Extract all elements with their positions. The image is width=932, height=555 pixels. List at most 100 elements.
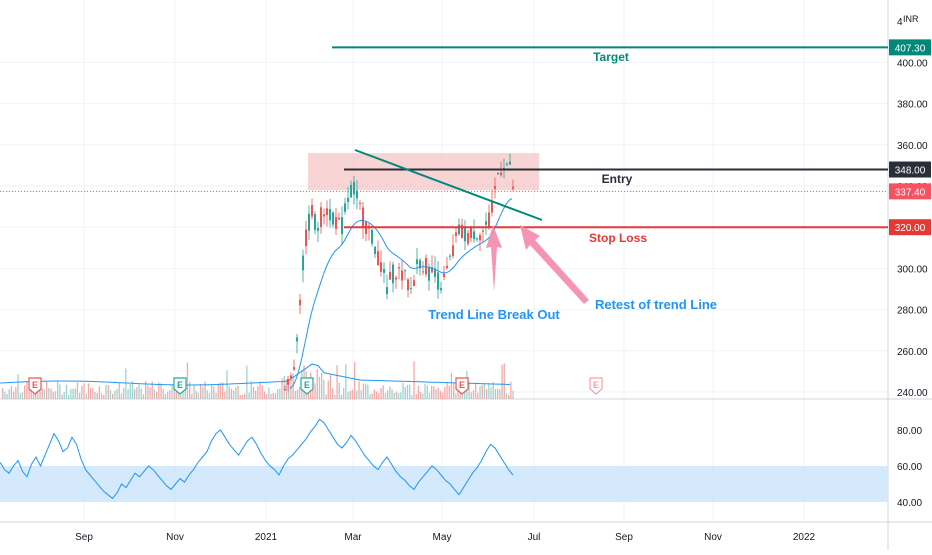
rsi-line	[0, 418, 514, 500]
volume-bar	[417, 385, 420, 399]
volume-bar	[494, 389, 497, 399]
volume-bar	[255, 390, 257, 399]
volume-bar	[105, 384, 107, 399]
volume-bar	[2, 388, 4, 399]
volume-bar	[248, 392, 250, 399]
volume-bar	[213, 386, 215, 399]
volume-bar	[17, 374, 19, 399]
volume-bar	[184, 388, 186, 399]
volume-bar	[312, 384, 314, 399]
rsi-tick-label: 40.00	[897, 498, 922, 509]
price-tick-label: 300.00	[897, 264, 928, 275]
candlestick	[392, 261, 394, 293]
volume-bar	[503, 363, 505, 399]
candlestick	[485, 212, 487, 236]
volume-bar	[41, 388, 43, 399]
candle-body	[506, 163, 508, 165]
volume-bar	[323, 379, 325, 399]
candle-body	[407, 279, 409, 291]
volume-bar	[468, 381, 470, 399]
volume-bar	[428, 392, 431, 399]
candle-body	[386, 287, 388, 295]
candlestick	[368, 223, 370, 241]
candle-body	[476, 238, 478, 240]
candlestick	[332, 210, 334, 228]
candlestick	[338, 212, 340, 221]
candle-body	[512, 186, 514, 189]
volume-bar	[398, 393, 400, 399]
volume-bar	[92, 388, 94, 399]
volume-bar	[369, 394, 371, 399]
volume-bar	[153, 389, 156, 399]
candle-body	[311, 204, 313, 217]
volume-bar	[279, 388, 281, 399]
volume-bar	[510, 381, 512, 399]
volume-bar	[125, 368, 127, 399]
volume-bar	[147, 385, 149, 399]
volume-bar	[450, 372, 453, 399]
candlestick	[449, 254, 451, 261]
last-price-tag-box	[889, 183, 931, 200]
volume-bar	[230, 388, 233, 399]
volume-bar	[277, 389, 279, 399]
volume-bar	[134, 388, 136, 399]
volume-bar	[351, 389, 354, 399]
candle-body	[470, 226, 472, 238]
candle-body	[497, 173, 499, 175]
volume-bar	[112, 393, 114, 399]
volume-bar	[268, 387, 270, 399]
trendline-break-label: Trend Line Break Out	[428, 307, 560, 322]
volume-bar	[76, 382, 79, 399]
volume-bar	[83, 383, 85, 399]
price-moving-average	[289, 198, 513, 389]
candlestick	[404, 269, 406, 281]
volume-bar	[57, 381, 59, 399]
retest-label: Retest of trend Line	[595, 297, 717, 312]
volume-bar	[475, 382, 477, 399]
volume-bar	[169, 390, 171, 399]
volume-bar	[26, 381, 28, 399]
candlestick	[464, 220, 466, 250]
volume-bar	[70, 388, 72, 399]
volume-bar	[314, 383, 316, 399]
candle-body	[467, 233, 469, 244]
volume-bar	[327, 380, 329, 399]
volume-bar	[202, 386, 204, 399]
volume-bar	[246, 365, 248, 399]
volume-bar	[4, 391, 6, 399]
volume-bar	[318, 376, 321, 399]
volume-bar	[228, 386, 230, 399]
volume-bar	[48, 388, 50, 399]
candlestick	[395, 275, 397, 289]
volume-bar	[373, 389, 376, 399]
candle-body	[353, 181, 355, 195]
volume-bar	[28, 387, 30, 399]
volume-bar	[316, 368, 318, 399]
volume-bar	[224, 391, 226, 399]
candlestick	[416, 248, 418, 275]
earnings-marker-letter: E	[459, 380, 465, 390]
volume-bar	[156, 391, 158, 399]
volume-bar	[32, 393, 35, 399]
candle-body	[320, 207, 322, 228]
candlestick	[383, 262, 385, 284]
volume-bar	[365, 383, 367, 399]
candlestick	[377, 240, 379, 266]
trend-line	[354, 149, 543, 221]
volume-bar	[334, 394, 336, 399]
volume-bar	[233, 390, 235, 399]
volume-bar	[68, 394, 70, 399]
volume-bar	[96, 393, 98, 399]
candle-body	[287, 379, 289, 385]
candlestick	[440, 281, 442, 294]
volume-bar	[325, 394, 327, 399]
entry-price-tag-text: 348.00	[895, 166, 926, 177]
volume-bar	[158, 382, 160, 399]
currency-label: INR	[903, 14, 919, 24]
candlestick	[290, 372, 292, 382]
candle-body	[482, 230, 484, 232]
volume-bar	[406, 384, 409, 399]
volume-bar	[164, 393, 167, 399]
volume-bar	[288, 379, 290, 399]
candle-body	[428, 266, 430, 281]
